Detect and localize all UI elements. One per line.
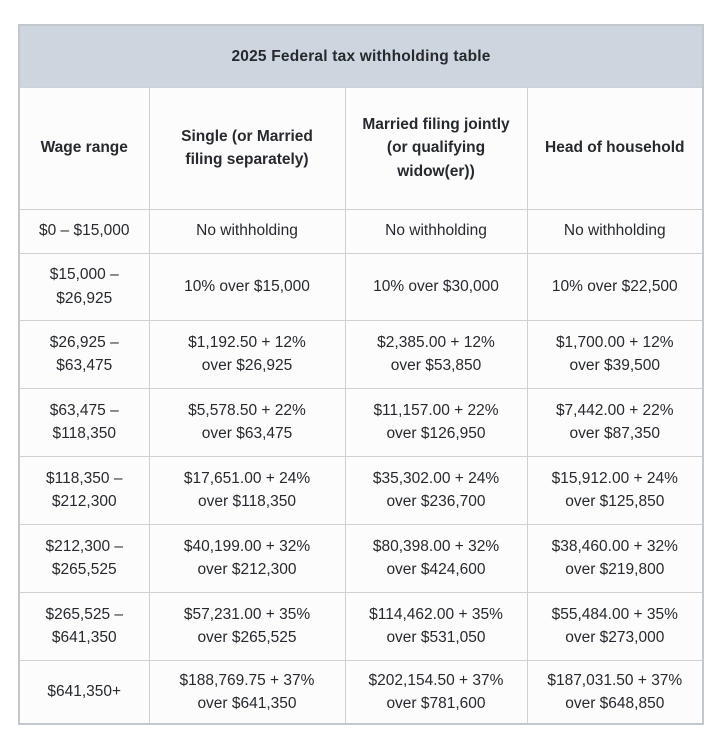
withholding-value-cell: $17,651.00 + 24% over $118,350 (148, 455, 346, 525)
withholding-value-cell: $55,484.00 + 35% over $273,000 (526, 591, 704, 661)
wage-range-cell: $641,350+ (18, 659, 150, 725)
wage-range-cell: $118,350 – $212,300 (18, 455, 150, 525)
header-row: Wage range Single (or Married filing sep… (18, 86, 704, 210)
withholding-value-cell: $38,460.00 + 32% over $219,800 (526, 523, 704, 593)
withholding-value-cell: $1,192.50 + 12% over $26,925 (148, 319, 346, 389)
withholding-value-cell: $57,231.00 + 35% over $265,525 (148, 591, 346, 661)
tax-withholding-table: 2025 Federal tax withholding table Wage … (18, 24, 705, 725)
withholding-value-cell: 10% over $30,000 (344, 252, 528, 321)
table-row: $0 – $15,000 No withholding No withholding… (18, 208, 704, 254)
withholding-value-cell: 10% over $22,500 (526, 252, 704, 321)
wage-range-cell: $63,475 – $118,350 (18, 387, 150, 457)
table-row: $641,350+ $188,769.75 + 37% over $641,350… (18, 659, 704, 725)
table-row: $63,475 – $118,350 $5,578.50 + 22% over $… (18, 387, 704, 457)
withholding-value-cell: $15,912.00 + 24% over $125,850 (526, 455, 704, 525)
table-title: 2025 Federal tax withholding table (18, 24, 704, 88)
header-wage-range: Wage range (18, 86, 150, 210)
wage-range-cell: $265,525 – $641,350 (18, 591, 150, 661)
header-married-filing-jointly: Married filing jointly (or qualifying wi… (344, 86, 528, 210)
withholding-value-cell: $202,154.50 + 37% over $781,600 (344, 659, 528, 725)
withholding-value-cell: $40,199.00 + 32% over $212,300 (148, 523, 346, 593)
wage-range-cell: $0 – $15,000 (18, 208, 150, 254)
wage-range-cell: $26,925 – $63,475 (18, 319, 150, 389)
table-body: $0 – $15,000 No withholding No withholding… (18, 208, 704, 725)
withholding-value-cell: $2,385.00 + 12% over $53,850 (344, 319, 528, 389)
table-row: $15,000 – $26,925 10% over $15,000 10% ove… (18, 252, 704, 321)
withholding-value-cell: $188,769.75 + 37% over $641,350 (148, 659, 346, 725)
withholding-value-cell: $11,157.00 + 22% over $126,950 (344, 387, 528, 457)
table-row: $118,350 – $212,300 $17,651.00 + 24% over… (18, 455, 704, 525)
withholding-value-cell: $187,031.50 + 37% over $648,850 (526, 659, 704, 725)
table-row: $26,925 – $63,475 $1,192.50 + 12% over $2… (18, 319, 704, 389)
withholding-value-cell: $5,578.50 + 22% over $63,475 (148, 387, 346, 457)
withholding-value-cell: No withholding (344, 208, 528, 254)
wage-range-cell: $212,300 – $265,525 (18, 523, 150, 593)
header-head-of-household: Head of household (526, 86, 704, 210)
table-row: $265,525 – $641,350 $57,231.00 + 35% over… (18, 591, 704, 661)
withholding-value-cell: No withholding (526, 208, 704, 254)
header-single-or-married-separately: Single (or Married filing separately) (148, 86, 346, 210)
withholding-value-cell: 10% over $15,000 (148, 252, 346, 321)
wage-range-cell: $15,000 – $26,925 (18, 252, 150, 321)
withholding-value-cell: No withholding (148, 208, 346, 254)
tax-table: 2025 Federal tax withholding table Wage … (18, 24, 705, 725)
withholding-value-cell: $80,398.00 + 32% over $424,600 (344, 523, 528, 593)
withholding-value-cell: $1,700.00 + 12% over $39,500 (526, 319, 704, 389)
title-row: 2025 Federal tax withholding table (18, 24, 704, 88)
withholding-value-cell: $7,442.00 + 22% over $87,350 (526, 387, 704, 457)
table-row: $212,300 – $265,525 $40,199.00 + 32% over… (18, 523, 704, 593)
withholding-value-cell: $35,302.00 + 24% over $236,700 (344, 455, 528, 525)
withholding-value-cell: $114,462.00 + 35% over $531,050 (344, 591, 528, 661)
